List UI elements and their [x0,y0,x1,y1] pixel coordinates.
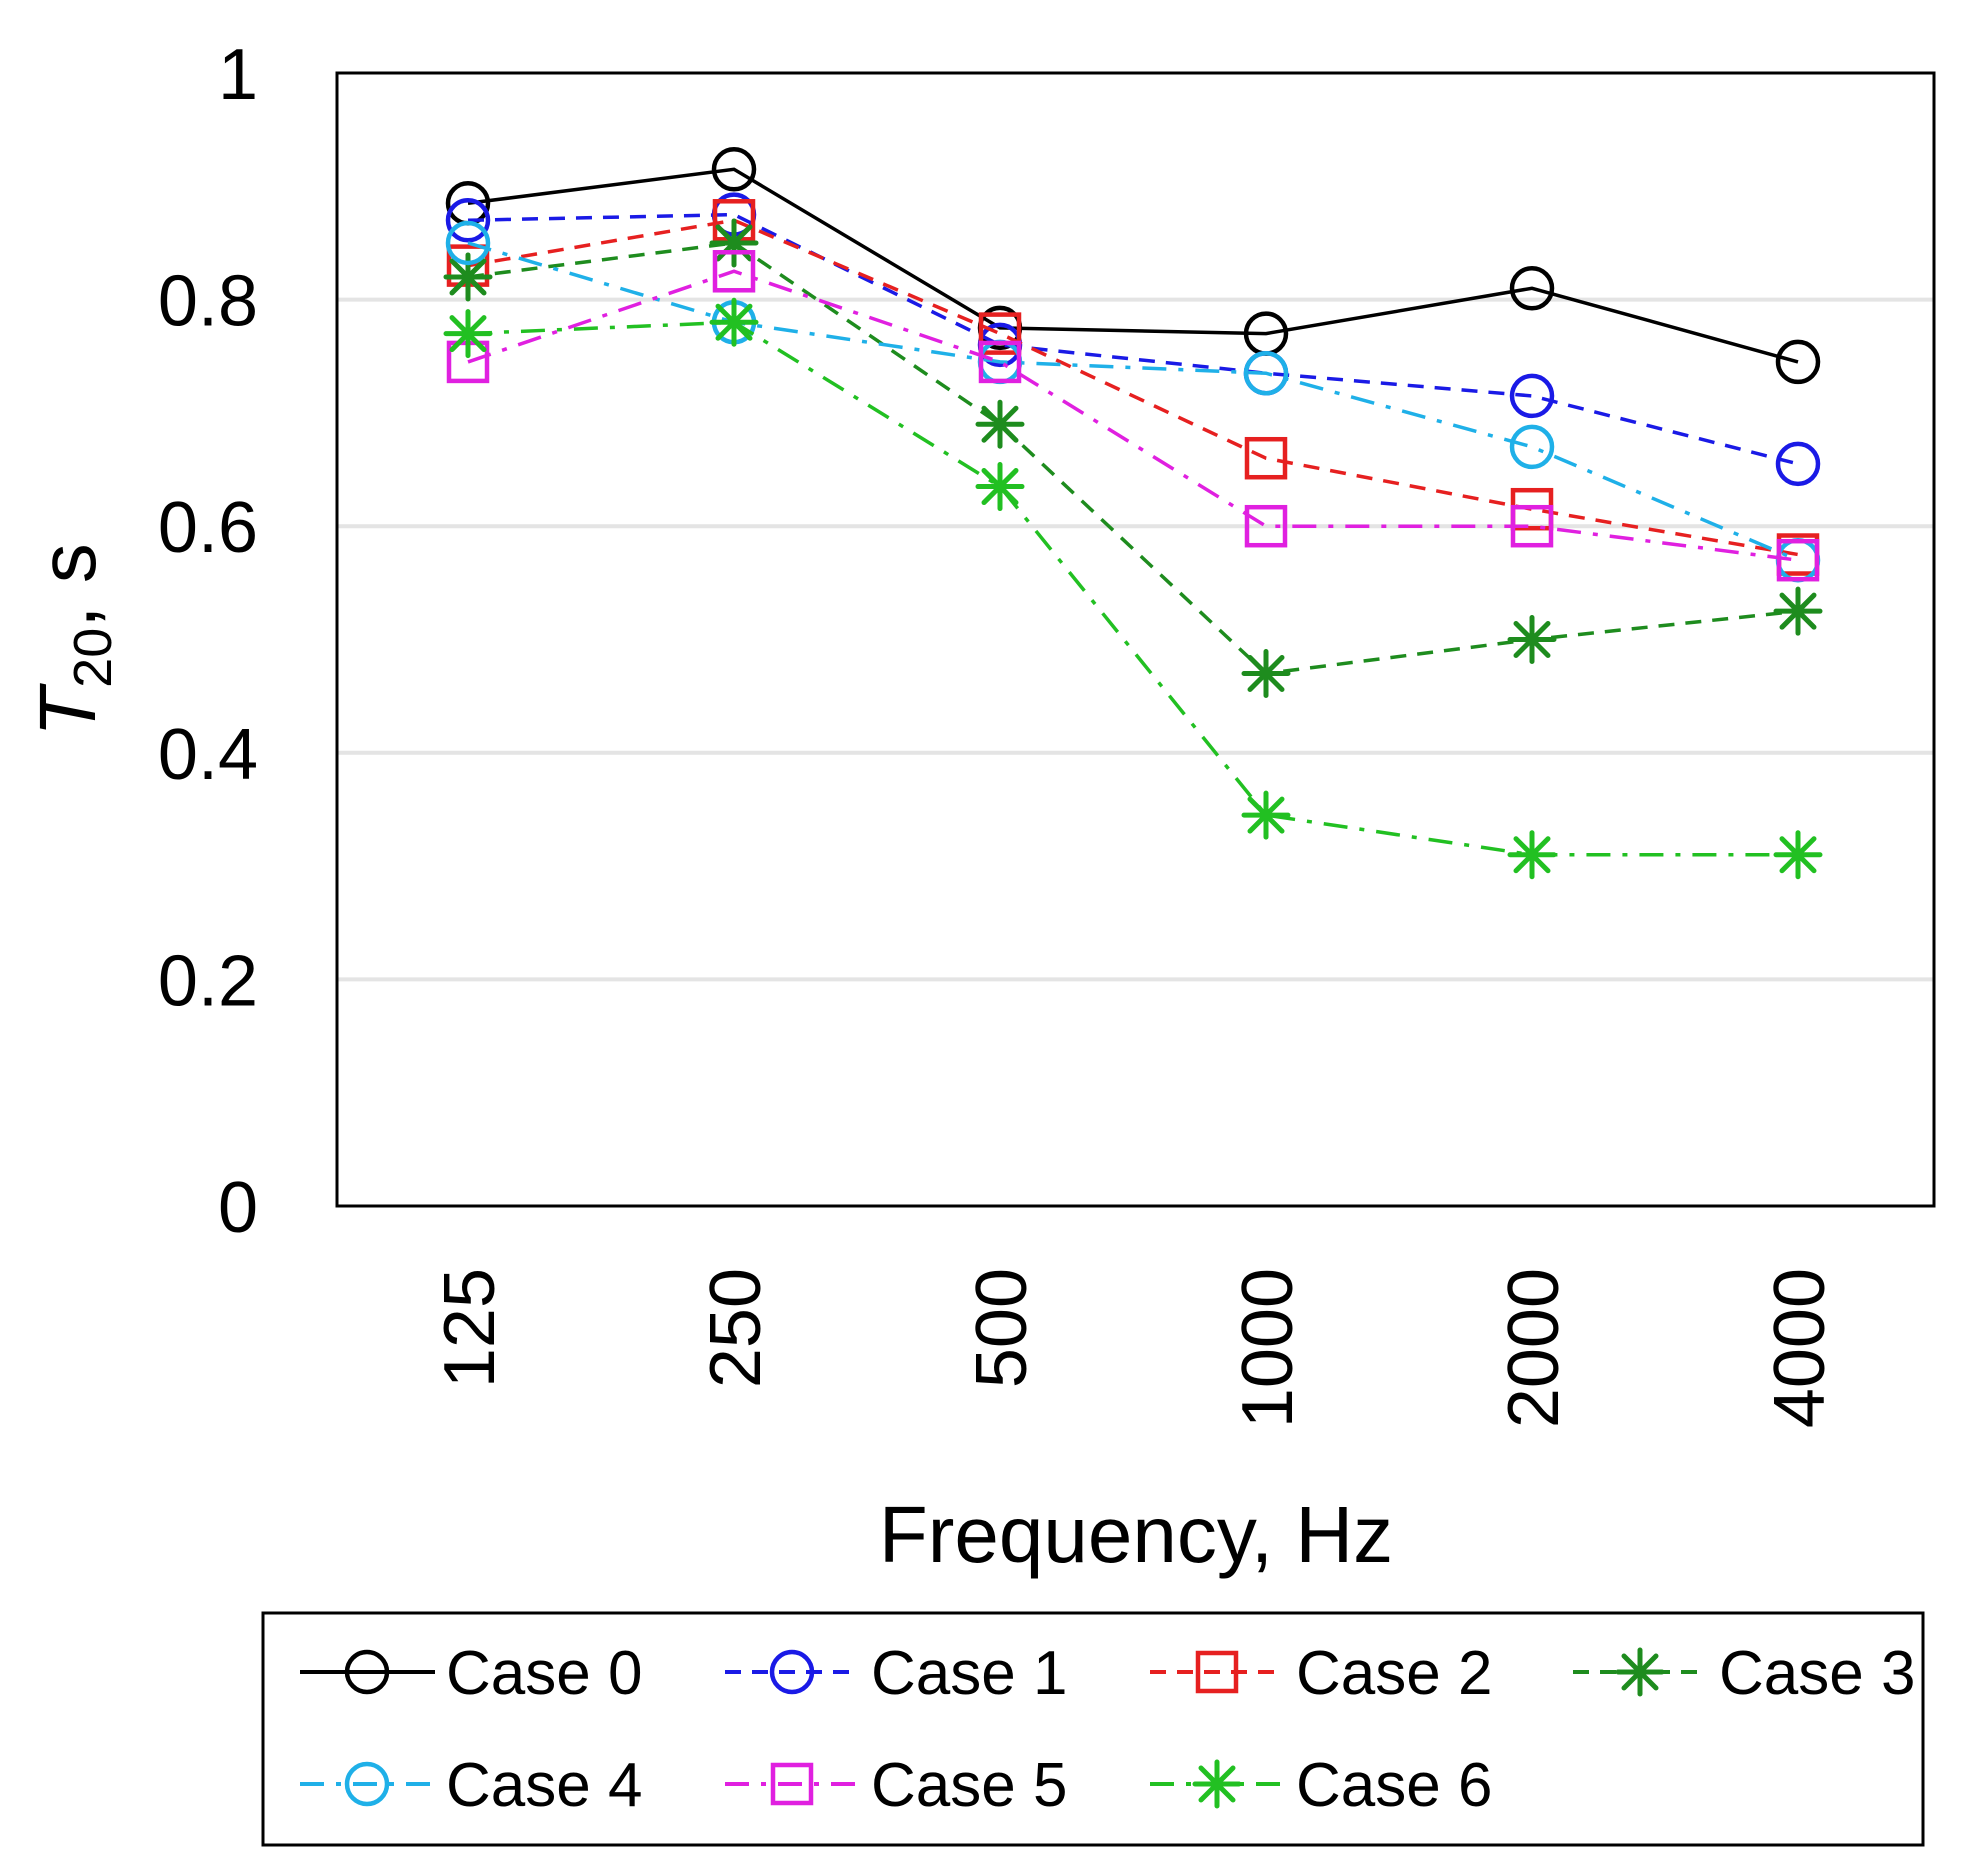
x-tick-label: 1000 [1228,1268,1308,1428]
legend-label: Case 3 [1719,1639,1915,1708]
y-axis-title-sub: 20 [63,628,123,688]
legend-marker [770,1762,814,1806]
legend-marker [344,1761,390,1807]
x-tick-label: 4000 [1760,1268,1840,1428]
data-point-case-4 [1509,424,1555,470]
y-tick-label: 0.6 [158,488,258,568]
legend-marker [1192,1759,1242,1809]
y-tick-label: 0.4 [158,715,258,795]
legend-item-case-5: Case 5 [725,1751,1067,1820]
legend-item-case-0: Case 0 [300,1639,642,1708]
y-tick-label: 0.2 [158,941,258,1021]
data-point-case-1 [1509,373,1555,419]
series-line-case-3 [467,241,1799,676]
gridlines [337,297,1934,982]
series-case-3 [443,218,1823,698]
x-axis-title: Frequency, Hz [879,1490,1393,1579]
series-line-case-0 [467,167,1799,364]
legend-label: Case 1 [871,1639,1067,1708]
data-point-case-3 [975,399,1025,449]
x-tick-label: 500 [962,1268,1042,1388]
data-point-case-3 [709,218,759,268]
series-case-6 [443,297,1823,880]
data-point-case-3 [1241,648,1291,698]
legend-item-case-2: Case 2 [1150,1639,1492,1708]
legend-label: Case 6 [1296,1751,1492,1820]
y-tick-labels: 0 0.2 0.4 0.6 0.8 1 [158,35,258,1248]
legend-item-case-4: Case 4 [300,1751,642,1820]
series-line-case-6 [467,320,1798,857]
y-axis-title: T20, s [23,543,123,736]
series-line-case-1 [467,212,1799,466]
y-axis-title-suffix: , s [23,543,112,627]
data-point-case-2 [1244,436,1288,480]
data-point-case-5 [1244,504,1288,548]
data-point-case-0 [1775,339,1821,385]
legend-item-case-6: Case 6 [1150,1751,1492,1820]
legend-item-case-1: Case 1 [725,1639,1067,1708]
legend-label: Case 4 [446,1751,642,1820]
data-point-case-4 [445,220,491,266]
data-point-case-5 [978,340,1022,384]
legend-marker [1615,1647,1665,1697]
data-point-case-3 [1773,586,1823,636]
legend-label: Case 5 [871,1751,1067,1820]
y-tick-label: 1 [218,35,258,115]
x-tick-label: 125 [430,1268,510,1388]
series-case-1 [445,192,1821,487]
series-line-case-2 [467,218,1799,557]
legend-marker [344,1649,390,1695]
data-point-case-5 [1776,538,1820,582]
data-point-case-0 [711,147,757,192]
legend-label: Case 2 [1296,1639,1492,1708]
legend-label: Case 0 [446,1639,642,1708]
data-point-case-6 [1241,790,1291,840]
data-point-case-0 [1509,266,1555,311]
y-tick-label: 0.8 [158,262,258,342]
series-line-case-5 [467,269,1799,562]
data-point-case-2 [978,312,1022,355]
data-point-case-4 [1243,350,1289,396]
series-layer [443,147,1823,880]
data-point-case-3 [1507,615,1557,664]
data-point-case-3 [443,252,493,302]
x-tick-labels: 125 250 500 1000 2000 4000 [430,1268,1840,1428]
series-line-case-4 [467,241,1799,562]
data-point-case-6 [443,309,493,359]
legend-marker [1195,1650,1239,1694]
data-point-case-5 [1510,504,1554,548]
legend: Case 0 Case 1 Case 2 Case 3 Case 4 Case 5 Case… [300,1639,1915,1820]
y-axis-title-main: T [23,683,112,737]
data-point-case-6 [1507,830,1557,880]
y-tick-label: 0 [218,1168,258,1248]
data-point-case-6 [709,297,759,347]
data-point-case-6 [975,462,1025,512]
legend-item-case-3: Case 3 [1573,1639,1915,1708]
data-point-case-6 [1773,830,1823,880]
data-point-case-1 [1775,441,1821,487]
series-case-0 [445,147,1821,385]
x-tick-label: 250 [696,1268,776,1388]
data-point-case-5 [712,250,756,293]
legend-marker [769,1649,815,1695]
data-point-case-1 [445,198,491,243]
plot-area [335,71,1936,1208]
series-case-2 [446,199,1820,576]
legend-box [261,1611,1925,1847]
x-tick-label: 2000 [1494,1268,1574,1428]
